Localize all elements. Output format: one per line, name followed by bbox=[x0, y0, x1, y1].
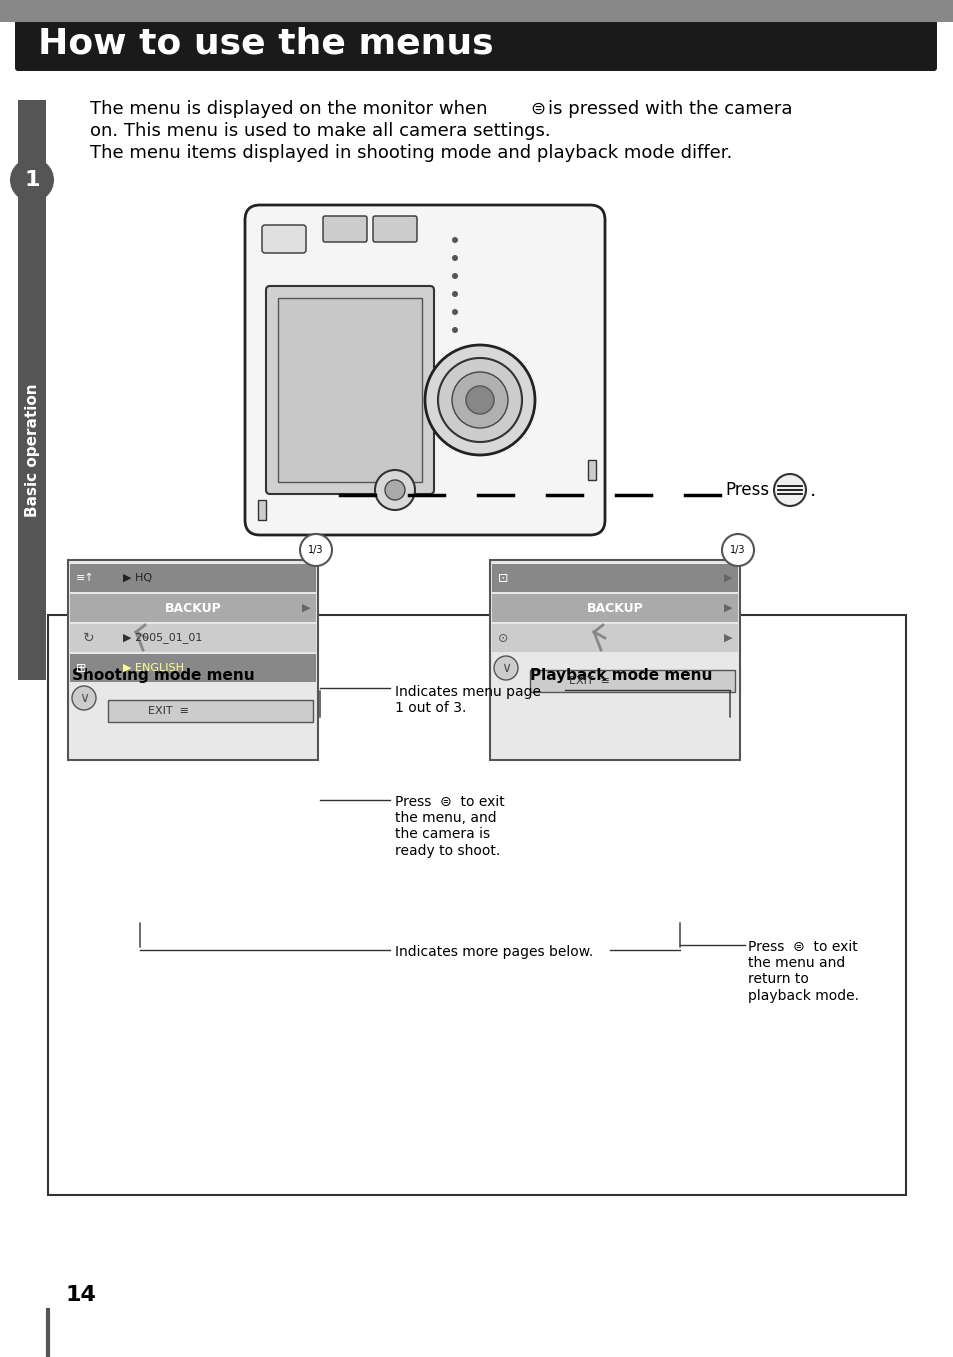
Text: ▶: ▶ bbox=[301, 603, 310, 613]
Circle shape bbox=[452, 237, 457, 243]
Circle shape bbox=[299, 535, 332, 566]
Bar bbox=[108, 700, 313, 722]
Circle shape bbox=[375, 470, 415, 510]
Text: BACKUP: BACKUP bbox=[165, 601, 221, 615]
Circle shape bbox=[424, 345, 535, 455]
Text: 1/3: 1/3 bbox=[729, 546, 745, 555]
FancyBboxPatch shape bbox=[96, 628, 128, 650]
Text: ⊞: ⊞ bbox=[76, 661, 87, 674]
Text: ≡↑: ≡↑ bbox=[76, 573, 94, 584]
Text: EXIT  ≡: EXIT ≡ bbox=[148, 706, 189, 716]
Text: ∨: ∨ bbox=[79, 691, 89, 706]
FancyBboxPatch shape bbox=[323, 216, 367, 242]
FancyBboxPatch shape bbox=[262, 225, 306, 252]
FancyBboxPatch shape bbox=[266, 286, 434, 494]
Bar bbox=[68, 560, 317, 760]
Circle shape bbox=[452, 290, 457, 297]
Text: Shooting mode menu: Shooting mode menu bbox=[71, 668, 254, 683]
Text: ▶: ▶ bbox=[722, 573, 731, 584]
Bar bbox=[492, 594, 738, 622]
Text: ⊡: ⊡ bbox=[497, 571, 508, 585]
Circle shape bbox=[721, 535, 753, 566]
Circle shape bbox=[773, 474, 805, 506]
Circle shape bbox=[452, 327, 457, 332]
Text: 14: 14 bbox=[65, 1285, 95, 1305]
Text: Press  ⊜  to exit
the menu and
return to
playback mode.: Press ⊜ to exit the menu and return to p… bbox=[747, 940, 858, 1003]
Circle shape bbox=[452, 273, 457, 280]
Circle shape bbox=[465, 385, 494, 414]
Bar bbox=[70, 594, 315, 622]
Text: ↻: ↻ bbox=[83, 631, 94, 645]
Bar bbox=[70, 654, 315, 683]
Bar bbox=[70, 624, 315, 651]
Text: ▶ HQ: ▶ HQ bbox=[123, 573, 152, 584]
Circle shape bbox=[452, 255, 457, 261]
Circle shape bbox=[385, 480, 405, 499]
Text: Indicates menu page
1 out of 3.: Indicates menu page 1 out of 3. bbox=[395, 685, 540, 715]
Circle shape bbox=[541, 607, 598, 664]
Text: ▶: ▶ bbox=[722, 632, 731, 643]
Text: .: . bbox=[809, 480, 816, 499]
Bar bbox=[530, 670, 734, 692]
Text: on. This menu is used to make all camera settings.: on. This menu is used to make all camera… bbox=[90, 122, 550, 140]
Bar bbox=[18, 100, 46, 680]
Text: ∨: ∨ bbox=[500, 661, 511, 674]
Text: is pressed with the camera: is pressed with the camera bbox=[547, 100, 792, 118]
Text: The menu items displayed in shooting mode and playback mode differ.: The menu items displayed in shooting mod… bbox=[90, 144, 732, 161]
Text: Indicates more pages below.: Indicates more pages below. bbox=[395, 944, 593, 959]
Text: Press  ⊜  to exit
the menu, and
the camera is
ready to shoot.: Press ⊜ to exit the menu, and the camera… bbox=[395, 795, 504, 858]
Circle shape bbox=[452, 309, 457, 315]
Text: ▶: ▶ bbox=[722, 603, 731, 613]
Bar bbox=[492, 565, 738, 592]
Text: Playback mode menu: Playback mode menu bbox=[530, 668, 712, 683]
Bar bbox=[0, 0, 953, 22]
Text: BACKUP: BACKUP bbox=[586, 601, 642, 615]
FancyBboxPatch shape bbox=[15, 15, 936, 71]
Circle shape bbox=[106, 634, 118, 646]
Circle shape bbox=[84, 607, 140, 664]
Text: 1/3: 1/3 bbox=[308, 546, 323, 555]
Bar bbox=[70, 565, 315, 592]
FancyBboxPatch shape bbox=[48, 615, 905, 1196]
Circle shape bbox=[452, 372, 507, 427]
Text: Basic operation: Basic operation bbox=[25, 383, 39, 517]
Text: How to use the menus: How to use the menus bbox=[38, 26, 493, 60]
Bar bbox=[277, 299, 421, 482]
FancyBboxPatch shape bbox=[373, 216, 416, 242]
Text: ▶ ENGLISH: ▶ ENGLISH bbox=[123, 664, 184, 673]
Bar bbox=[492, 624, 738, 651]
Bar bbox=[490, 560, 740, 760]
Circle shape bbox=[71, 687, 96, 710]
Text: ⊜: ⊜ bbox=[530, 100, 544, 118]
Bar bbox=[257, 499, 266, 520]
Text: EXIT  ≡: EXIT ≡ bbox=[569, 676, 610, 687]
Text: 1: 1 bbox=[24, 170, 40, 190]
Text: ⊙: ⊙ bbox=[497, 631, 508, 645]
Circle shape bbox=[494, 655, 517, 680]
Text: ▶ 2005_01_01: ▶ 2005_01_01 bbox=[123, 632, 202, 643]
FancyBboxPatch shape bbox=[245, 205, 604, 535]
Polygon shape bbox=[559, 626, 584, 650]
Text: Press: Press bbox=[724, 480, 768, 499]
Bar bbox=[587, 460, 596, 480]
Text: The menu is displayed on the monitor when: The menu is displayed on the monitor whe… bbox=[90, 100, 487, 118]
Circle shape bbox=[10, 157, 54, 202]
Circle shape bbox=[437, 358, 521, 442]
